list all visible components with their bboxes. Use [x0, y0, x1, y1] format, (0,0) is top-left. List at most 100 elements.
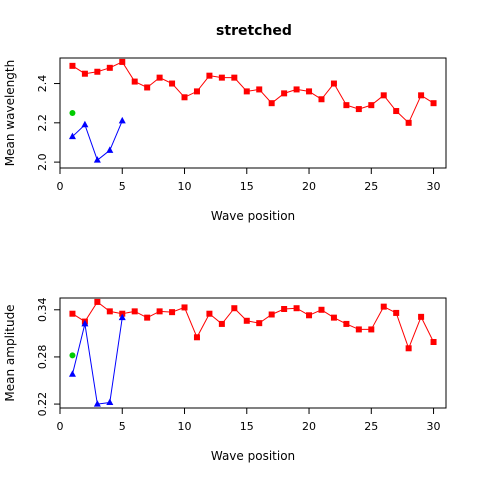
data-point [106, 64, 113, 71]
data-point [293, 86, 300, 93]
data-point [81, 120, 89, 128]
data-point [118, 116, 126, 124]
series-3 [69, 352, 76, 359]
panel-2: 0 5 10 15 20 25 30 0.22 0.28 0.34 Wave position Mea… [3, 297, 447, 463]
x-tick-label: 25 [364, 180, 378, 193]
data-point [405, 119, 412, 126]
data-point [106, 308, 113, 315]
data-point [281, 90, 288, 97]
data-point [218, 320, 225, 327]
data-point [144, 84, 151, 91]
x-tick-label: 10 [178, 420, 192, 433]
data-point [68, 370, 76, 377]
data-point [169, 309, 176, 316]
data-point [405, 345, 412, 352]
y-tick-label: 0.34 [36, 298, 49, 323]
data-point [380, 303, 387, 310]
data-point [144, 314, 151, 321]
data-point [393, 108, 400, 115]
data-point [318, 306, 325, 313]
data-point [355, 106, 362, 113]
x-tick-label: 15 [240, 180, 254, 193]
data-point [131, 308, 138, 315]
data-point [131, 78, 138, 85]
data-point [318, 96, 325, 103]
data-point [380, 92, 387, 99]
x-tick-label: 30 [427, 180, 441, 193]
data-point [193, 88, 200, 95]
data-point [181, 304, 188, 311]
data-point [118, 313, 126, 321]
data-point [68, 132, 76, 140]
y-axis-label: Mean wavelength [3, 60, 17, 166]
data-point [206, 310, 213, 317]
y-tick-label: 2.0 [36, 153, 49, 171]
data-point [256, 86, 263, 93]
panel-1: 0 5 10 15 20 25 30 2.0 2.2 2.4 Wave position Mean w… [3, 57, 447, 223]
data-point [93, 400, 101, 407]
data-point [430, 339, 437, 345]
data-point [181, 94, 188, 101]
series-2 [68, 116, 126, 163]
data-point [330, 80, 337, 87]
data-point [430, 100, 437, 107]
x-tick-label: 0 [57, 420, 64, 433]
data-point [306, 312, 313, 319]
data-point [193, 334, 200, 341]
series-line [71, 317, 123, 405]
x-tick-label: 30 [427, 420, 441, 433]
x-axis-label: Wave position [211, 209, 295, 223]
data-point [418, 92, 425, 99]
x-tick-label: 25 [364, 420, 378, 433]
data-point [206, 72, 213, 79]
data-point [81, 319, 89, 327]
data-point [243, 88, 250, 95]
data-point [156, 308, 163, 315]
series-1 [69, 58, 437, 126]
series-1 [69, 298, 437, 352]
data-point [106, 146, 114, 153]
data-point [281, 306, 288, 312]
chart-title: stretched [216, 23, 292, 39]
series-3 [69, 110, 76, 116]
series-2 [68, 313, 126, 407]
plot-box [59, 57, 447, 169]
data-point [330, 314, 337, 321]
data-point [243, 317, 250, 324]
data-point [231, 74, 238, 81]
data-point [81, 70, 88, 77]
data-point [343, 102, 350, 109]
data-point [218, 74, 225, 81]
data-point [355, 326, 362, 333]
series-line [72, 301, 434, 350]
data-point [94, 68, 101, 75]
data-point [106, 398, 114, 405]
y-tick-label: 0.28 [36, 345, 49, 370]
data-point [306, 88, 313, 95]
data-point [368, 326, 375, 333]
data-point [156, 74, 163, 81]
x-tick-label: 5 [119, 180, 126, 193]
data-point [368, 102, 375, 109]
data-point [169, 80, 176, 87]
x-tick-label: 10 [178, 180, 192, 193]
data-point [69, 352, 76, 359]
y-axis-label: Mean amplitude [3, 304, 17, 401]
series-line [72, 120, 123, 161]
x-axis-label: Wave position [211, 449, 295, 463]
data-point [418, 313, 425, 320]
x-tick-label: 0 [57, 180, 64, 193]
y-tick-label: 0.22 [36, 392, 49, 417]
x-tick-label: 20 [302, 180, 316, 193]
y-tick-label: 2.4 [36, 75, 49, 93]
data-point [69, 110, 76, 116]
data-point [231, 305, 238, 312]
data-point [256, 320, 263, 327]
data-point [268, 100, 275, 107]
data-point [119, 58, 126, 65]
x-tick-label: 5 [119, 420, 126, 433]
data-point [93, 156, 101, 163]
data-point [393, 309, 400, 316]
data-point [268, 311, 275, 318]
